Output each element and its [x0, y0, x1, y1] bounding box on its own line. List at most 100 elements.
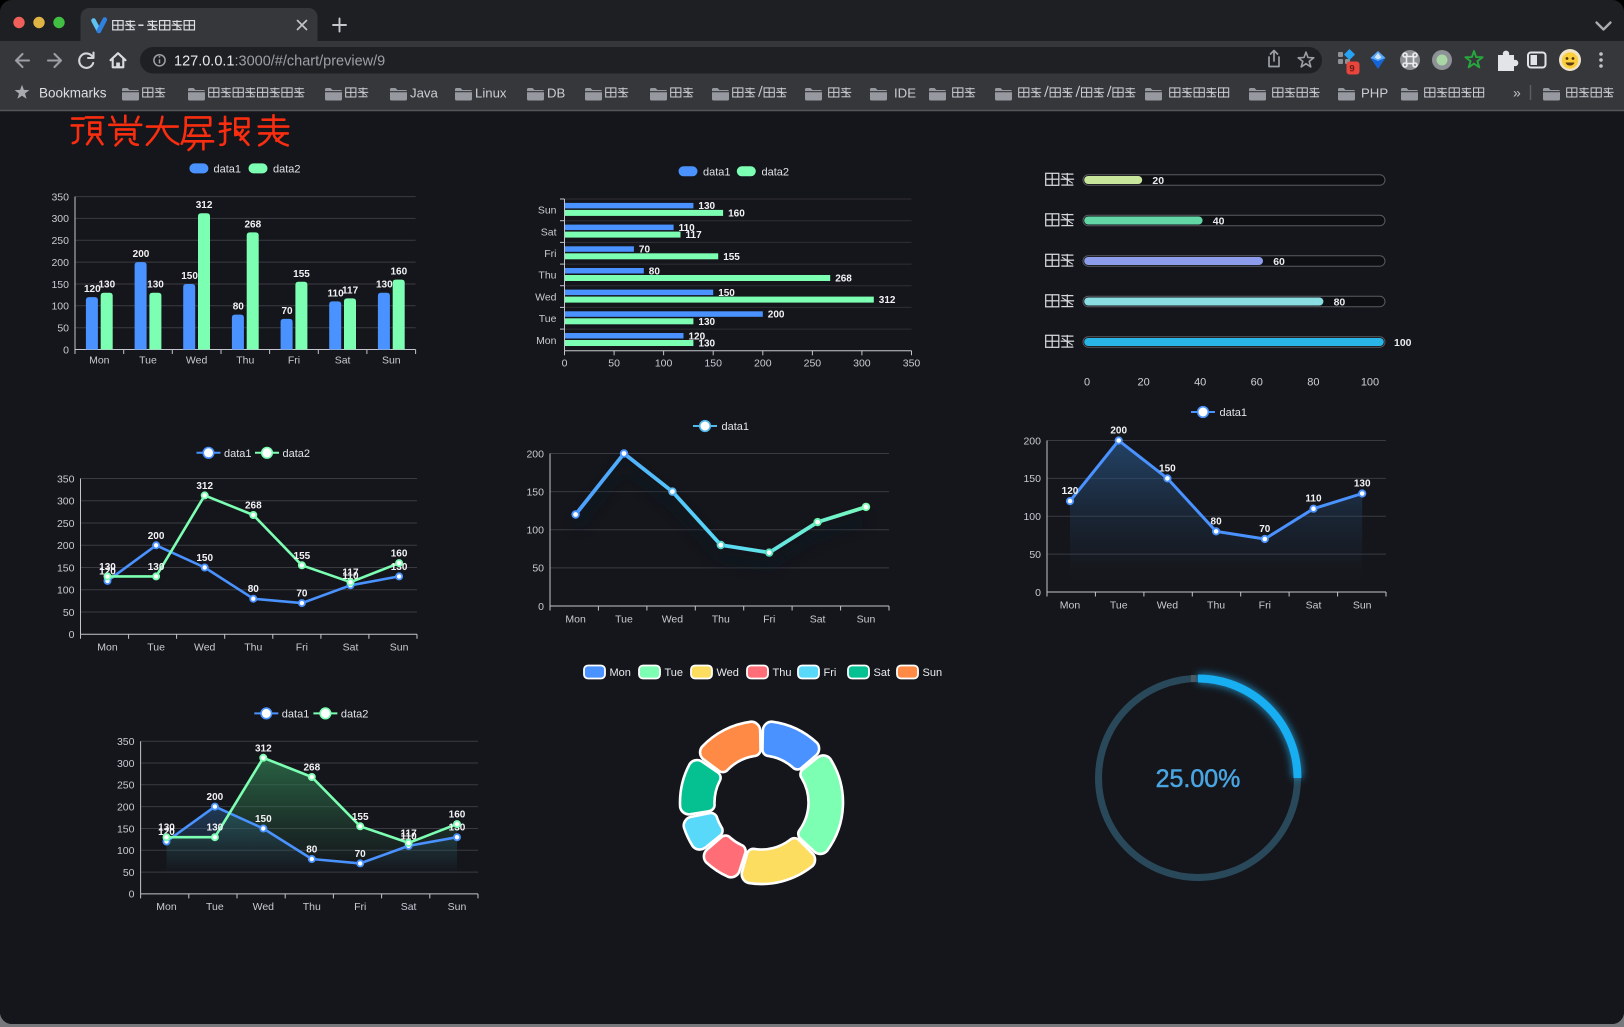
svg-text:117: 117	[342, 568, 359, 579]
svg-text:130: 130	[147, 280, 164, 291]
svg-text:20: 20	[1137, 377, 1149, 389]
svg-text:100: 100	[526, 525, 544, 537]
svg-text:50: 50	[63, 607, 75, 619]
svg-text:120: 120	[99, 566, 116, 577]
svg-text:Mon: Mon	[1060, 600, 1081, 612]
svg-text:Sun: Sun	[857, 614, 876, 626]
svg-text:Mon: Mon	[565, 614, 586, 626]
svg-text:150: 150	[51, 279, 69, 291]
svg-text:50: 50	[123, 867, 135, 879]
svg-text:60: 60	[1273, 256, 1285, 268]
svg-text:Tue: Tue	[139, 355, 157, 367]
svg-text:data1: data1	[722, 421, 750, 433]
svg-text:Wed: Wed	[253, 901, 275, 913]
svg-text:70: 70	[296, 589, 308, 600]
svg-text:data2: data2	[341, 708, 369, 720]
svg-text:300: 300	[117, 758, 135, 770]
svg-text:268: 268	[245, 501, 262, 512]
svg-text:Mon: Mon	[610, 667, 631, 679]
svg-text:100: 100	[1394, 337, 1412, 349]
svg-text:data1: data1	[224, 448, 252, 460]
svg-text:100: 100	[117, 845, 135, 857]
svg-text:300: 300	[853, 358, 871, 370]
svg-text:Thu: Thu	[244, 642, 262, 654]
svg-text:Wed: Wed	[717, 667, 739, 679]
svg-text:70: 70	[355, 849, 367, 860]
svg-text:150: 150	[704, 358, 722, 370]
svg-text:Tue: Tue	[539, 313, 557, 325]
svg-text:200: 200	[51, 257, 69, 269]
svg-text:268: 268	[835, 274, 852, 285]
svg-text:120: 120	[84, 284, 101, 295]
svg-text:0: 0	[1084, 377, 1090, 389]
svg-text:155: 155	[294, 551, 311, 562]
svg-text:20: 20	[1152, 175, 1164, 187]
svg-text:DB: DB	[547, 85, 566, 100]
svg-text:data2: data2	[283, 448, 311, 460]
svg-text:PHP: PHP	[1361, 85, 1388, 100]
svg-text:Tue: Tue	[206, 901, 224, 913]
svg-text:Sat: Sat	[343, 642, 359, 654]
svg-text:160: 160	[449, 810, 466, 821]
svg-text:130: 130	[148, 562, 165, 573]
svg-text:60: 60	[1251, 377, 1263, 389]
svg-text:Tue: Tue	[147, 642, 165, 654]
svg-text:Sun: Sun	[448, 901, 467, 913]
svg-text:250: 250	[117, 780, 135, 792]
svg-text:50: 50	[608, 358, 620, 370]
svg-text:data1: data1	[703, 166, 731, 178]
svg-text:127.0.0.1:3000/#/chart/preview: 127.0.0.1:3000/#/chart/preview/9	[174, 53, 385, 69]
svg-text:Thu: Thu	[303, 901, 321, 913]
svg-text:Bookmarks: Bookmarks	[39, 86, 107, 101]
svg-text:312: 312	[879, 295, 896, 306]
svg-text:200: 200	[1023, 435, 1041, 447]
svg-text:Sun: Sun	[923, 667, 943, 679]
svg-text:Fri: Fri	[354, 901, 366, 913]
svg-text:200: 200	[1110, 426, 1127, 437]
svg-text:Tue: Tue	[1110, 600, 1128, 612]
svg-text:350: 350	[57, 473, 75, 485]
svg-text:350: 350	[117, 736, 135, 748]
svg-text:130: 130	[449, 823, 466, 834]
svg-text:80: 80	[233, 302, 245, 313]
svg-text:Sun: Sun	[538, 205, 557, 217]
svg-text:Java: Java	[410, 85, 439, 100]
svg-text:0: 0	[538, 601, 544, 613]
svg-text:117: 117	[342, 285, 359, 296]
svg-text:150: 150	[255, 814, 272, 825]
svg-text:268: 268	[244, 219, 261, 230]
svg-text:312: 312	[196, 200, 213, 211]
svg-text:268: 268	[303, 763, 320, 774]
svg-text:Thu: Thu	[773, 667, 792, 679]
svg-text:Thu: Thu	[1207, 600, 1225, 612]
svg-text:200: 200	[754, 358, 772, 370]
svg-text:80: 80	[1307, 377, 1319, 389]
svg-text:50: 50	[532, 563, 544, 575]
svg-text:Wed: Wed	[662, 614, 684, 626]
svg-text:100: 100	[51, 301, 69, 313]
svg-text:Fri: Fri	[544, 248, 556, 260]
svg-text:130: 130	[158, 823, 175, 834]
svg-text:130: 130	[1354, 479, 1371, 490]
svg-text:250: 250	[804, 358, 822, 370]
svg-text:Fri: Fri	[1259, 600, 1271, 612]
svg-text:Sun: Sun	[390, 642, 409, 654]
svg-text:160: 160	[728, 209, 745, 220]
svg-text:40: 40	[1194, 377, 1206, 389]
svg-text:Thu: Thu	[538, 270, 556, 282]
svg-text:Wed: Wed	[186, 355, 208, 367]
svg-text:50: 50	[1029, 549, 1041, 561]
svg-text:70: 70	[281, 306, 293, 317]
svg-text:80: 80	[248, 584, 260, 595]
svg-text:Mon: Mon	[89, 355, 110, 367]
svg-text:150: 150	[1023, 473, 1041, 485]
svg-text:150: 150	[196, 553, 213, 564]
svg-text:150: 150	[1159, 463, 1176, 474]
svg-text:Fri: Fri	[296, 642, 308, 654]
svg-text:200: 200	[133, 249, 150, 260]
svg-text:110: 110	[401, 831, 418, 842]
svg-text:200: 200	[117, 801, 135, 813]
svg-text:100: 100	[1023, 511, 1041, 523]
svg-text:Sun: Sun	[1353, 600, 1372, 612]
svg-text:250: 250	[51, 235, 69, 247]
